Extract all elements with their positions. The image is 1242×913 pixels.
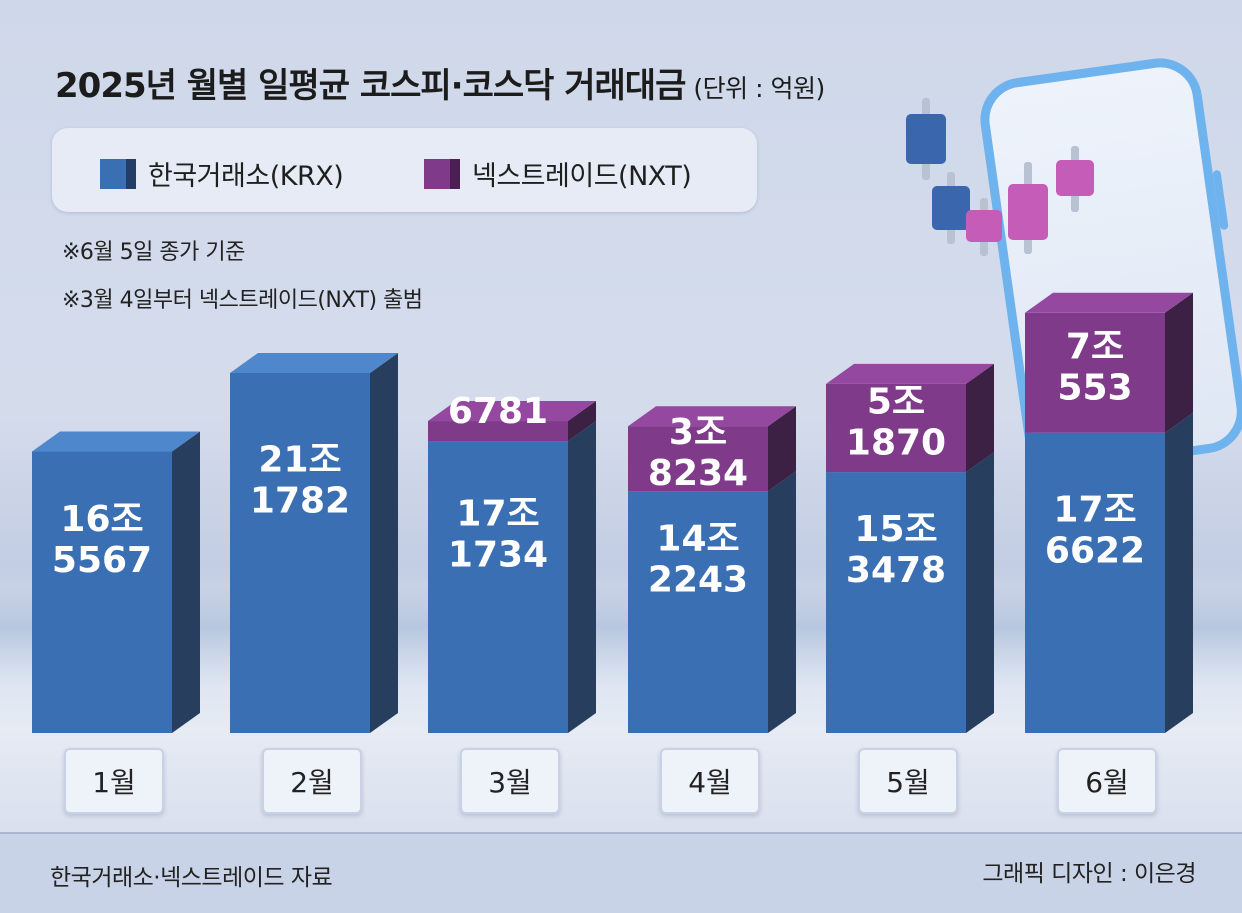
bar-label-krx: 16조 — [60, 499, 143, 540]
bar-label-krx: 17조 — [1053, 489, 1136, 530]
bar-krx-top — [230, 352, 398, 373]
bar-label-krx: 1734 — [448, 535, 548, 576]
bar-nxt-top — [628, 406, 796, 427]
bar-label-nxt: 553 — [1057, 367, 1132, 408]
bar-krx-side — [966, 452, 994, 733]
legend-label-nxt: 넥스트레이드(NXT) — [472, 161, 692, 192]
candlestick-icon — [966, 198, 1002, 256]
bar-nxt — [628, 426, 768, 492]
bar-nxt — [826, 383, 966, 473]
bar-nxt-side — [966, 363, 994, 473]
bar-krx — [32, 451, 172, 733]
bar-label-krx: 21조 — [258, 439, 341, 480]
bar-krx — [826, 472, 966, 733]
bar-label-nxt: 6781 — [448, 391, 548, 432]
bar-label-krx: 3478 — [846, 550, 946, 591]
unit-label: (단위 : 억원) — [693, 74, 825, 103]
bar-label-nxt: 7조 — [1066, 326, 1124, 367]
candlestick-icon — [1008, 162, 1048, 254]
bar-label-nxt: 1870 — [846, 422, 946, 463]
bar-krx — [1025, 432, 1165, 733]
bar-label-krx: 6622 — [1045, 530, 1145, 571]
legend-item-nxt: 넥스트레이드(NXT) — [424, 154, 692, 193]
legend-swatch-nxt — [424, 158, 460, 189]
legend-item-krx: 한국거래소(KRX) — [100, 154, 344, 193]
credit-text: 그래픽 디자인 : 이은경 — [982, 861, 1196, 887]
bar-nxt — [428, 421, 568, 442]
bar-krx-side — [1165, 412, 1193, 733]
month-label: 4월 — [660, 748, 760, 814]
bar-label-nxt: 5조 — [867, 381, 925, 422]
bar-nxt-side — [1165, 292, 1193, 433]
bar-label-krx: 14조 — [656, 519, 739, 560]
bar-krx-top — [32, 431, 200, 452]
candlestick-icon — [1056, 146, 1094, 212]
bar-krx-side — [568, 421, 596, 733]
candlestick-icon — [932, 172, 970, 244]
bar-label-krx: 17조 — [456, 494, 539, 535]
bar-nxt-side — [768, 406, 796, 492]
legend-swatch-krx — [100, 158, 136, 189]
note-nxt-launch: ※3월 4일부터 넥스트레이드(NXT) 출범 — [62, 288, 423, 313]
footer-bar — [0, 832, 1242, 913]
bar-nxt-side — [568, 401, 596, 442]
bar-label-krx: 1782 — [250, 480, 350, 521]
bar-label-krx: 5567 — [52, 540, 152, 581]
chart-title: 2025년 월별 일평균 코스피·코스닥 거래대금 (단위 : 억원) — [55, 66, 825, 106]
bar-nxt-top — [428, 401, 596, 422]
bar-nxt-top — [1025, 292, 1193, 313]
month-label: 5월 — [858, 748, 958, 814]
bar-krx-side — [370, 352, 398, 733]
month-label: 1월 — [64, 748, 164, 814]
bar-label-nxt: 8234 — [648, 453, 748, 494]
candlestick-icon — [906, 98, 946, 180]
bar-krx — [428, 441, 568, 733]
note-basis-date: ※6월 5일 종가 기준 — [62, 240, 245, 265]
bar-nxt-top — [826, 363, 994, 384]
month-label: 3월 — [460, 748, 560, 814]
bar-krx — [628, 491, 768, 733]
bar-label-krx: 15조 — [854, 509, 937, 550]
month-label: 6월 — [1057, 748, 1157, 814]
legend: 한국거래소(KRX) 넥스트레이드(NXT) — [52, 128, 757, 212]
bar-krx-side — [768, 471, 796, 733]
legend-label-krx: 한국거래소(KRX) — [148, 161, 344, 192]
bar-krx — [230, 372, 370, 733]
bar-label-krx: 2243 — [648, 560, 748, 601]
month-label: 2월 — [262, 748, 362, 814]
bar-krx-side — [172, 431, 200, 733]
source-text: 한국거래소·넥스트레이드 자료 — [50, 865, 333, 891]
bar-label-nxt: 3조 — [669, 412, 727, 453]
bar-nxt — [1025, 312, 1165, 433]
